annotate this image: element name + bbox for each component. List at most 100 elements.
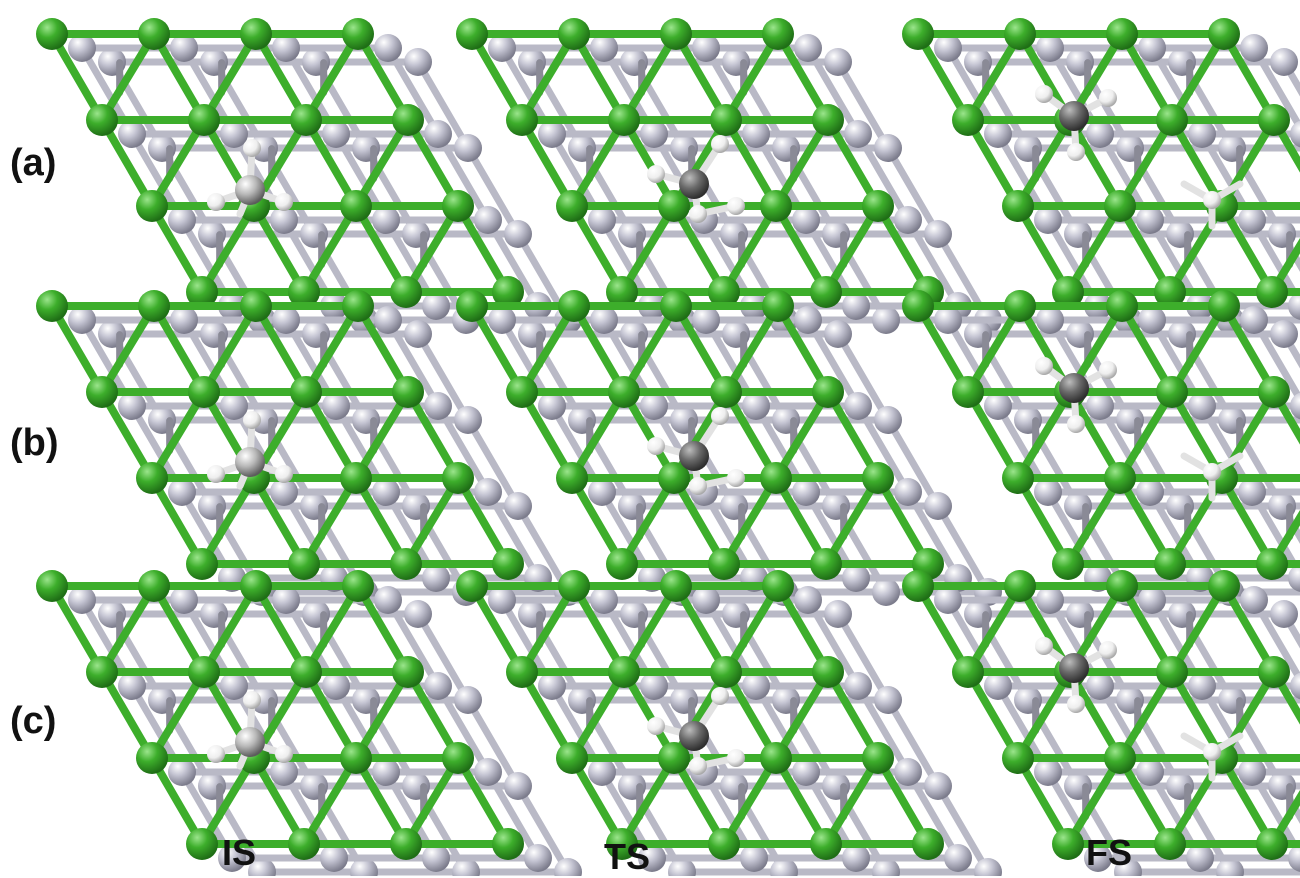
surface-atom bbox=[136, 462, 168, 494]
surface-bond bbox=[454, 474, 512, 568]
surface-bond bbox=[302, 116, 360, 210]
surface-bond bbox=[1268, 789, 1300, 848]
grey-bond bbox=[904, 768, 962, 862]
surface-bond bbox=[98, 582, 158, 676]
surface-bond bbox=[150, 302, 208, 396]
subsurface-atom bbox=[1240, 586, 1268, 614]
subsurface-atom bbox=[168, 758, 196, 786]
subsurface-atom bbox=[168, 478, 196, 506]
hydrogen-atom bbox=[1067, 415, 1085, 433]
subsurface-atom bbox=[424, 392, 452, 420]
subsurface-atom bbox=[270, 478, 298, 506]
surface-bond bbox=[354, 582, 412, 676]
surface-atom bbox=[138, 290, 170, 322]
surface-bond bbox=[352, 116, 412, 210]
surface-bond bbox=[568, 754, 626, 848]
subsurface-atom bbox=[842, 844, 870, 872]
hydrogen-atom bbox=[647, 165, 665, 183]
grey-bond bbox=[414, 610, 472, 704]
grey-bond bbox=[1250, 44, 1300, 135]
column-label-ts: TS bbox=[604, 836, 651, 877]
hydrogen-atom bbox=[207, 745, 225, 763]
subsurface-atom bbox=[894, 478, 922, 506]
surface-atom bbox=[710, 656, 742, 688]
surface-atom bbox=[1002, 462, 1034, 494]
subsurface-atom bbox=[1188, 392, 1216, 420]
surface-bond bbox=[354, 30, 412, 124]
surface-atom bbox=[342, 290, 374, 322]
subsurface-atom bbox=[770, 858, 798, 876]
surface-atom bbox=[608, 104, 640, 136]
subsurface-atom bbox=[590, 306, 618, 334]
surface-bond bbox=[822, 474, 882, 568]
surface-bond bbox=[148, 474, 206, 568]
surface-bond bbox=[1116, 388, 1176, 482]
surface-bond bbox=[722, 582, 782, 676]
surface-atom bbox=[456, 570, 488, 602]
panel-c-ts bbox=[456, 570, 1002, 876]
surface-bond bbox=[672, 582, 730, 676]
surface-atom bbox=[442, 190, 474, 222]
subsurface-atom bbox=[1136, 758, 1164, 786]
grey-bond bbox=[1250, 596, 1300, 687]
surface-atom bbox=[1002, 190, 1034, 222]
surface-bond bbox=[822, 202, 882, 296]
grey-bond bbox=[1280, 330, 1300, 369]
subsurface-atom bbox=[934, 34, 962, 62]
surface-atom bbox=[456, 290, 488, 322]
surface-bond bbox=[964, 30, 1024, 124]
subsurface-atom bbox=[422, 844, 450, 872]
grey-bond bbox=[484, 216, 542, 310]
subsurface-atom bbox=[374, 586, 402, 614]
surface-atom bbox=[506, 376, 538, 408]
subsurface-atom bbox=[424, 672, 452, 700]
surface-atom bbox=[1004, 290, 1036, 322]
subsurface-atom bbox=[844, 120, 872, 148]
hydrogen-atom bbox=[275, 745, 293, 763]
panel-b-ts bbox=[456, 290, 1002, 606]
surface-bond bbox=[302, 668, 360, 762]
surface-atom bbox=[762, 290, 794, 322]
grey-bond bbox=[804, 596, 862, 690]
subsurface-atom bbox=[488, 586, 516, 614]
surface-atom bbox=[390, 548, 422, 580]
subsurface-atom bbox=[872, 306, 900, 334]
surface-bond bbox=[1270, 388, 1300, 445]
hydrogen-atom bbox=[727, 197, 745, 215]
surface-atom bbox=[608, 376, 640, 408]
surface-bond bbox=[48, 582, 106, 676]
surface-atom bbox=[136, 742, 168, 774]
subsurface-atom bbox=[1288, 292, 1300, 320]
grey-bond bbox=[854, 130, 912, 224]
surface-bond bbox=[454, 202, 512, 296]
subsurface-atom bbox=[1238, 206, 1266, 234]
surface-bond bbox=[148, 202, 206, 296]
carbon-atom bbox=[1059, 373, 1089, 403]
surface-bond bbox=[1268, 237, 1300, 296]
surface-atom bbox=[862, 190, 894, 222]
subsurface-atom bbox=[640, 120, 668, 148]
surface-atom bbox=[340, 190, 372, 222]
surface-bond bbox=[570, 30, 628, 124]
hydrogen-atom bbox=[1035, 637, 1053, 655]
surface-atom bbox=[290, 376, 322, 408]
subsurface-atom bbox=[1288, 844, 1300, 872]
subsurface-atom bbox=[924, 772, 952, 800]
subsurface-atom bbox=[1216, 858, 1244, 876]
subsurface-atom bbox=[220, 120, 248, 148]
surface-atom bbox=[660, 570, 692, 602]
subsurface-atom bbox=[1138, 306, 1166, 334]
surface-atom bbox=[492, 276, 524, 308]
surface-bond bbox=[914, 302, 972, 396]
subsurface-atom bbox=[1188, 120, 1216, 148]
surface-atom bbox=[1154, 548, 1186, 580]
surface-atom bbox=[86, 104, 118, 136]
surface-bond bbox=[352, 202, 410, 296]
surface-bond bbox=[1268, 509, 1300, 568]
hydrogen-atom bbox=[1099, 641, 1117, 659]
panel-c-fs bbox=[902, 570, 1300, 876]
surface-bond bbox=[914, 30, 972, 124]
surface-bond bbox=[404, 668, 462, 762]
subsurface-atom bbox=[1270, 48, 1298, 76]
surface-bond bbox=[1168, 582, 1228, 676]
